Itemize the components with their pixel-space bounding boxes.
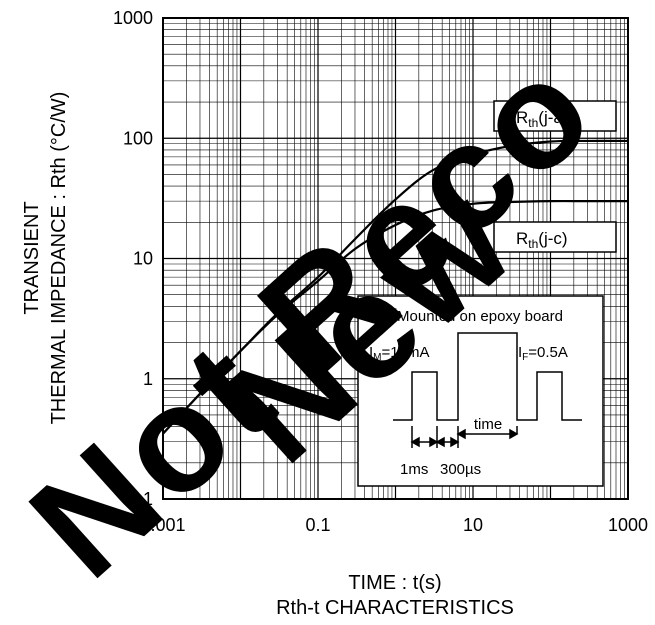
y-tick-label: 1 bbox=[143, 369, 153, 389]
plot-frame bbox=[162, 17, 629, 500]
x-tick-label: 10 bbox=[463, 515, 483, 535]
x-tick-label: 0.001 bbox=[140, 515, 185, 535]
y-tick-label: 100 bbox=[123, 128, 153, 148]
inset-box: Mounted on epoxy board IM=10mA IF=0.5A t… bbox=[357, 295, 604, 487]
label-rth-jc: Rth(j-c) bbox=[493, 221, 617, 253]
y-tick-label: 10 bbox=[133, 249, 153, 269]
chart-title: Rth-t CHARACTERISTICS bbox=[276, 597, 514, 619]
inset-t1-label: 1ms bbox=[400, 461, 428, 478]
time-arrows bbox=[410, 426, 519, 448]
inset-im-sub: M bbox=[373, 352, 381, 363]
y-axis-title-line1: TRANSIENT bbox=[21, 201, 43, 314]
inset-im-label: IM=10mA bbox=[369, 344, 429, 363]
tick-labels: 0.001 0.1 10 1000 0.1 1 10 100 1000 bbox=[113, 8, 648, 535]
label-rth-jc-sub: th bbox=[528, 237, 538, 251]
inset-title: Mounted on epoxy board bbox=[397, 308, 563, 325]
inset-if-label: IF=0.5A bbox=[518, 344, 568, 363]
x-tick-label: 0.1 bbox=[305, 515, 330, 535]
y-tick-label: 1000 bbox=[113, 8, 153, 28]
inset-t2-label: 300µs bbox=[440, 461, 481, 478]
pulse-waveform bbox=[393, 332, 582, 421]
x-tick-label: 1000 bbox=[608, 515, 648, 535]
inset-if-rest: =0.5A bbox=[528, 344, 568, 361]
inset-if-main: I bbox=[518, 344, 522, 361]
label-rth-ja-rest: (j-a) bbox=[538, 108, 568, 127]
label-rth-jc-main: R bbox=[516, 229, 528, 248]
x-axis-title: TIME : t(s) bbox=[348, 572, 441, 594]
series bbox=[162, 139, 629, 435]
label-rth-ja-main: R bbox=[516, 108, 528, 127]
inset-im-main: I bbox=[369, 344, 373, 361]
inset-if-sub: F bbox=[522, 352, 528, 363]
svg-text:Rth(j-c): Rth(j-c) bbox=[516, 229, 568, 251]
series-rth-jc-line bbox=[162, 199, 628, 435]
y-tick-label: 0.1 bbox=[128, 489, 153, 509]
label-rth-jc-rest: (j-c) bbox=[538, 229, 567, 248]
y-axis-title-line2: THERMAL IMPEDANCE : Rth (°C/W) bbox=[48, 92, 70, 425]
svg-text:Rth(j-a): Rth(j-a) bbox=[516, 108, 569, 130]
inset-time-label: time bbox=[474, 416, 502, 433]
label-rth-ja-sub: th bbox=[528, 116, 538, 130]
label-rth-ja: Rth(j-a) bbox=[493, 100, 617, 132]
inset-im-rest: =10mA bbox=[382, 344, 430, 361]
